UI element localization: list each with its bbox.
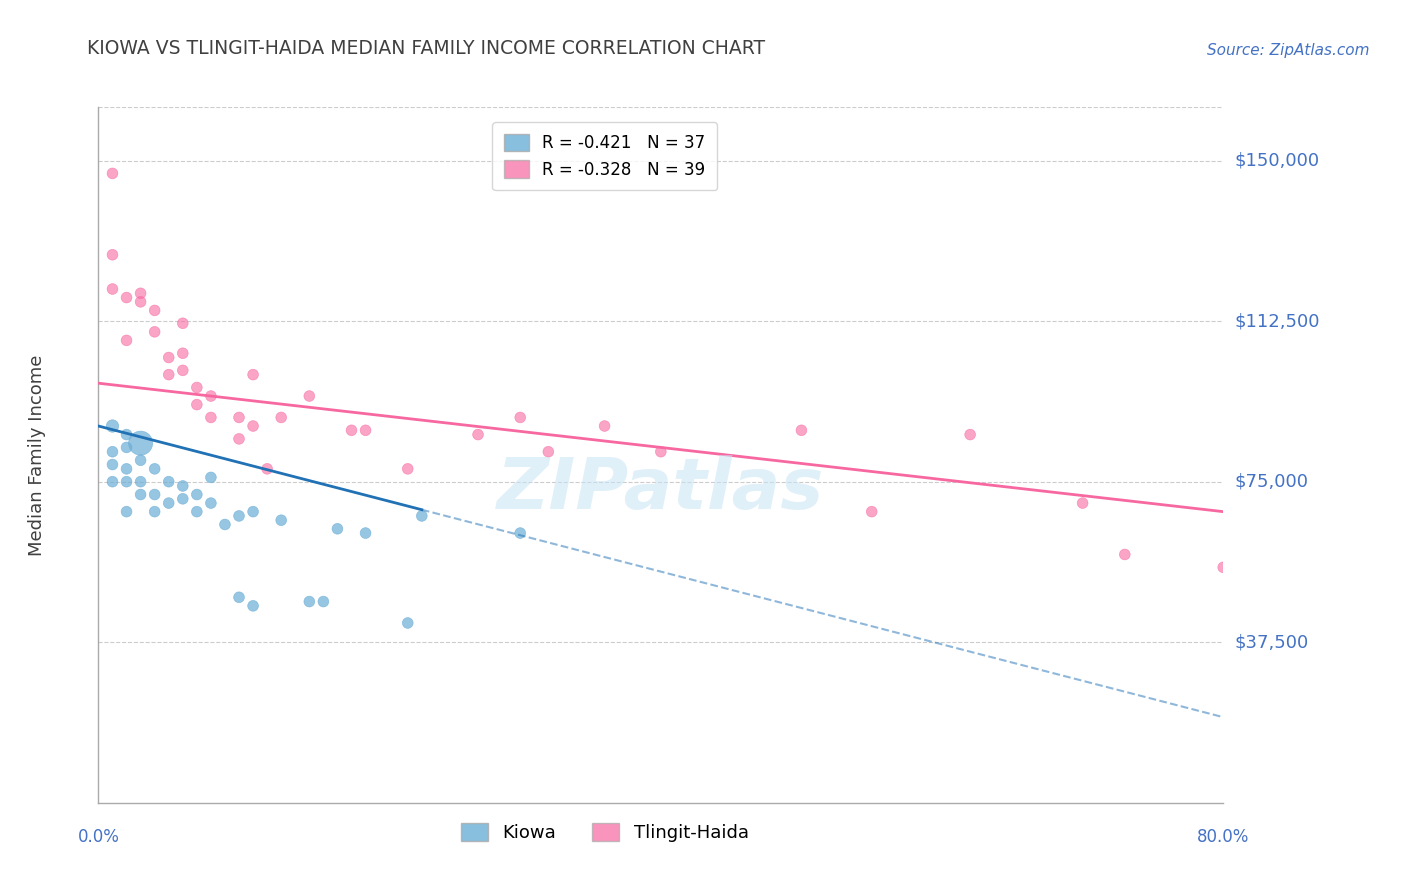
Point: [354, 423, 377, 437]
Point: [129, 436, 152, 450]
Point: [200, 470, 222, 484]
Point: [860, 505, 883, 519]
Point: [326, 522, 349, 536]
Point: [242, 419, 264, 434]
Point: [115, 441, 138, 455]
Point: [115, 427, 138, 442]
Point: [270, 410, 292, 425]
Point: [115, 462, 138, 476]
Point: [256, 462, 278, 476]
Text: $150,000: $150,000: [1234, 152, 1319, 169]
Point: [214, 517, 236, 532]
Point: [101, 282, 124, 296]
Point: [228, 432, 250, 446]
Point: [200, 410, 222, 425]
Point: [537, 444, 560, 458]
Point: [242, 368, 264, 382]
Point: [101, 444, 124, 458]
Point: [129, 475, 152, 489]
Point: [186, 398, 208, 412]
Point: [298, 594, 321, 608]
Point: [101, 419, 124, 434]
Point: [509, 526, 531, 541]
Point: [593, 419, 616, 434]
Point: [101, 248, 124, 262]
Point: [172, 346, 194, 360]
Point: [101, 166, 124, 180]
Point: [242, 505, 264, 519]
Legend: Kiowa, Tlingit-Haida: Kiowa, Tlingit-Haida: [446, 808, 763, 856]
Point: [200, 389, 222, 403]
Point: [467, 427, 489, 442]
Point: [242, 599, 264, 613]
Point: [312, 594, 335, 608]
Point: [143, 325, 166, 339]
Text: ZIPatlas: ZIPatlas: [498, 455, 824, 524]
Point: [1071, 496, 1094, 510]
Point: [354, 526, 377, 541]
Point: [411, 508, 433, 523]
Point: [790, 423, 813, 437]
Point: [115, 334, 138, 348]
Text: Median Family Income: Median Family Income: [28, 354, 45, 556]
Point: [172, 491, 194, 506]
Point: [396, 615, 419, 630]
Point: [143, 303, 166, 318]
Point: [129, 294, 152, 309]
Point: [101, 458, 124, 472]
Point: [228, 508, 250, 523]
Text: $112,500: $112,500: [1234, 312, 1320, 330]
Point: [157, 475, 180, 489]
Text: 0.0%: 0.0%: [77, 828, 120, 846]
Point: [157, 351, 180, 365]
Point: [143, 505, 166, 519]
Point: [270, 513, 292, 527]
Point: [129, 286, 152, 301]
Point: [650, 444, 672, 458]
Point: [298, 389, 321, 403]
Point: [959, 427, 981, 442]
Text: $75,000: $75,000: [1234, 473, 1309, 491]
Point: [129, 487, 152, 501]
Point: [129, 453, 152, 467]
Point: [186, 380, 208, 394]
Point: [1114, 548, 1136, 562]
Point: [1212, 560, 1234, 574]
Point: [228, 591, 250, 605]
Point: [509, 410, 531, 425]
Text: 80.0%: 80.0%: [1197, 828, 1250, 846]
Point: [228, 410, 250, 425]
Point: [172, 363, 194, 377]
Point: [115, 475, 138, 489]
Point: [115, 505, 138, 519]
Point: [101, 475, 124, 489]
Point: [172, 316, 194, 330]
Point: [115, 291, 138, 305]
Point: [396, 462, 419, 476]
Point: [340, 423, 363, 437]
Point: [186, 487, 208, 501]
Point: [143, 487, 166, 501]
Point: [157, 368, 180, 382]
Point: [157, 496, 180, 510]
Point: [172, 479, 194, 493]
Text: Source: ZipAtlas.com: Source: ZipAtlas.com: [1206, 44, 1369, 58]
Point: [143, 462, 166, 476]
Point: [200, 496, 222, 510]
Text: $37,500: $37,500: [1234, 633, 1309, 651]
Point: [186, 505, 208, 519]
Text: KIOWA VS TLINGIT-HAIDA MEDIAN FAMILY INCOME CORRELATION CHART: KIOWA VS TLINGIT-HAIDA MEDIAN FAMILY INC…: [87, 39, 765, 58]
